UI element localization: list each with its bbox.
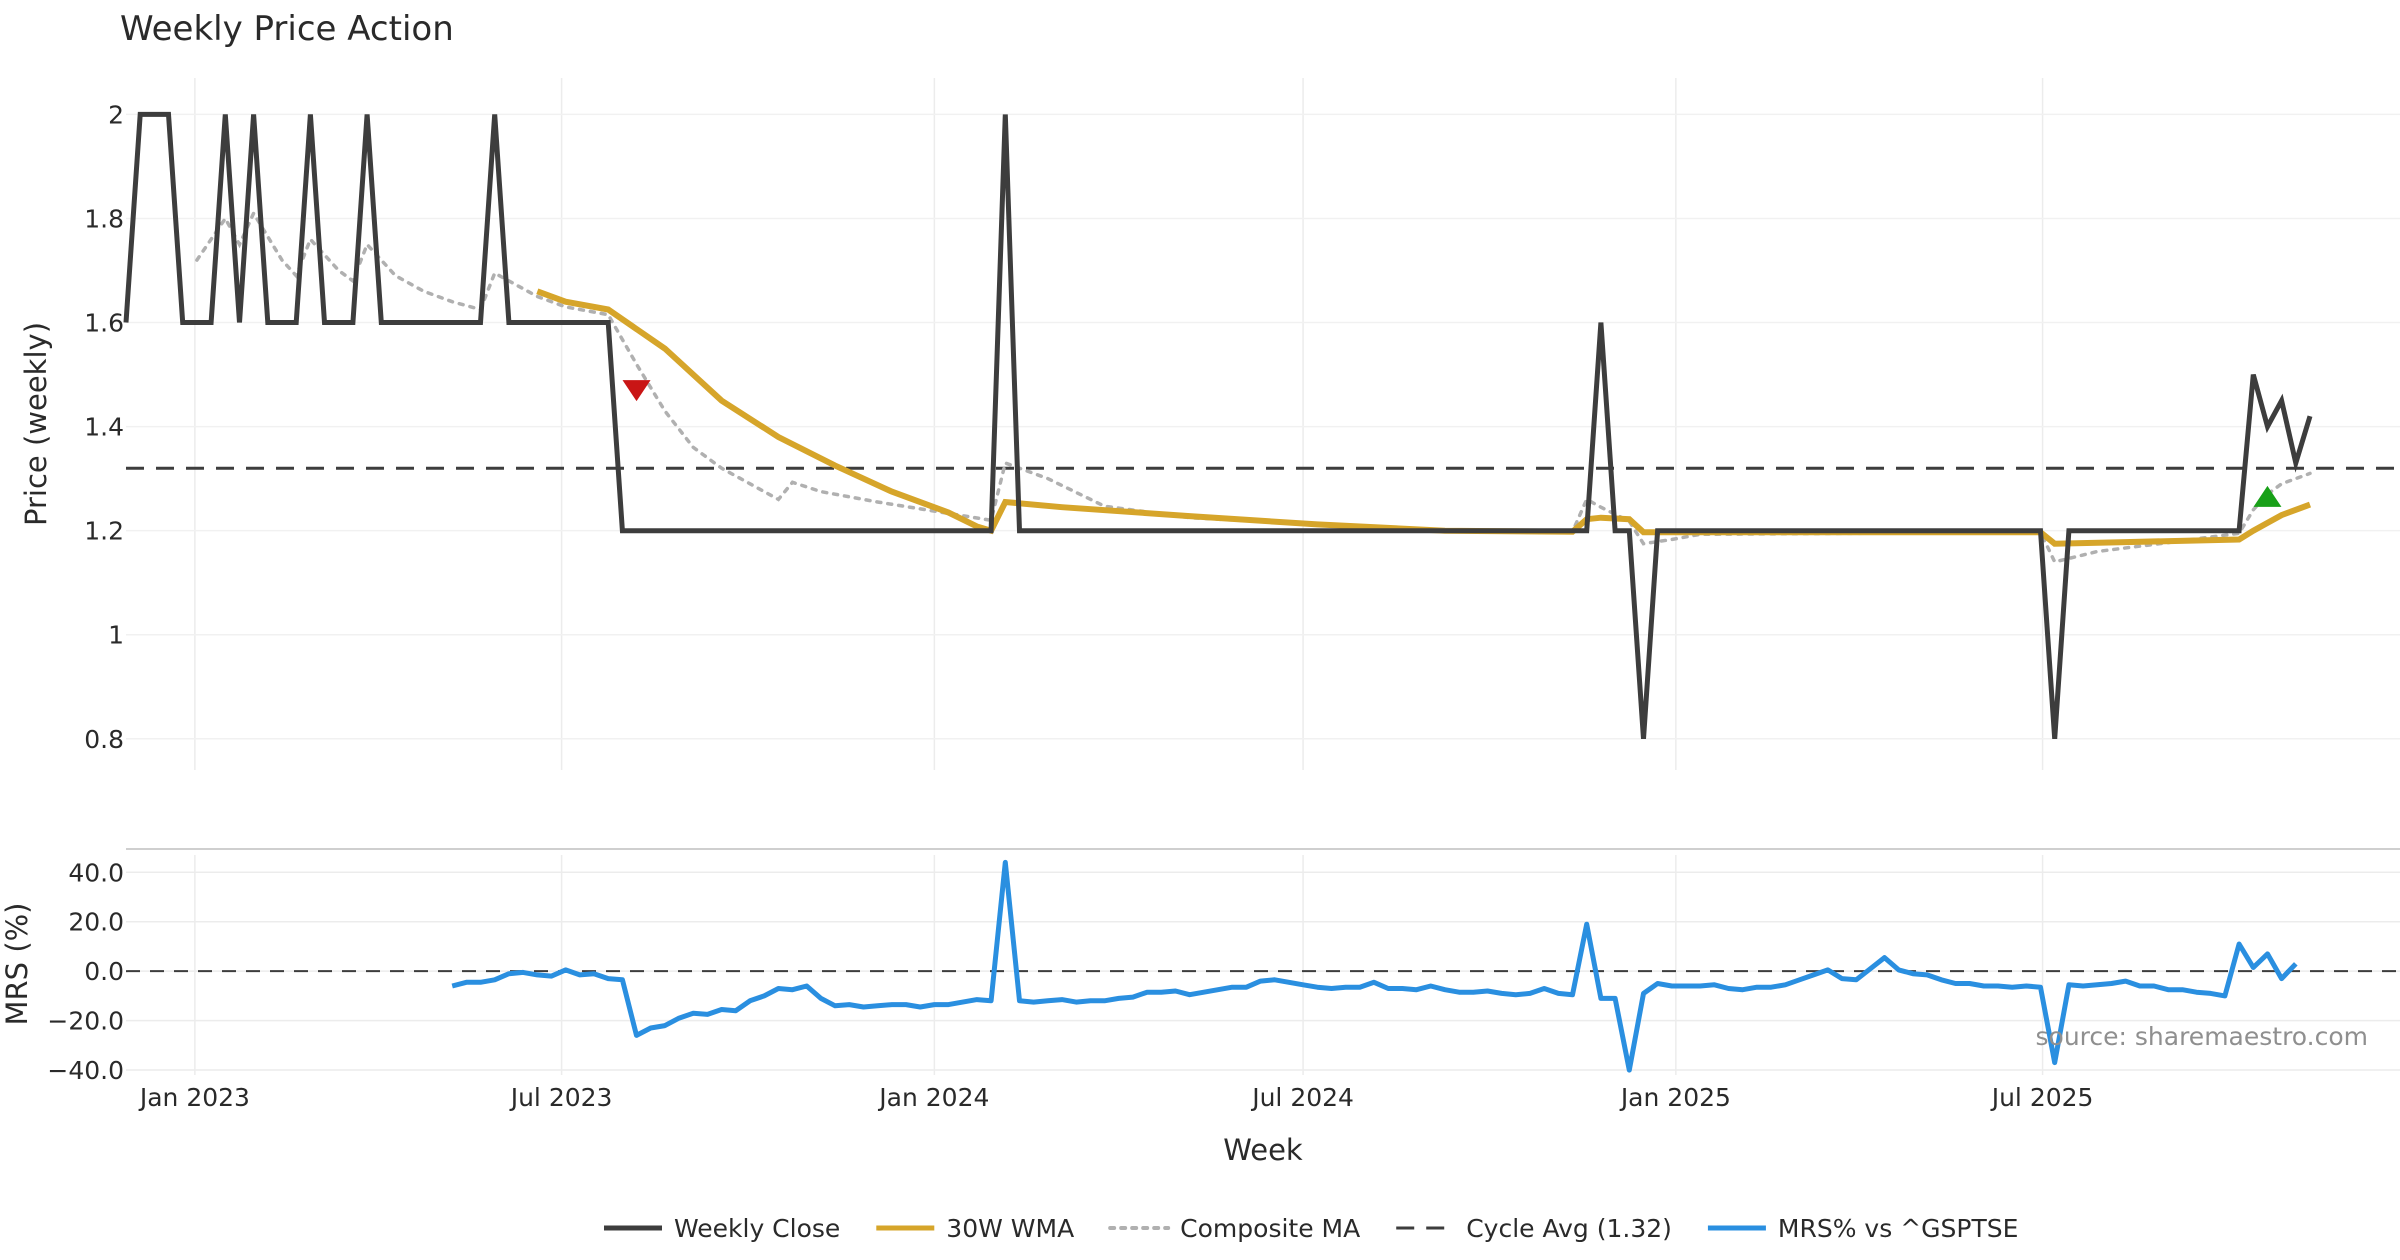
price-gridlines [126, 78, 2400, 770]
price-panel: 2 1.8 1.6 1.4 1.2 1 0.8 Price (weekly) [19, 78, 2400, 770]
price-y-tick-label: 1.8 [84, 204, 124, 233]
buy-signal-marker [2253, 485, 2282, 507]
price-y-tick-labels: 2 1.8 1.6 1.4 1.2 1 0.8 [84, 100, 124, 753]
mrs-panel: 40.0 20.0 0.0 −20.0 −40.0 source: sharemaest… [0, 848, 2400, 1085]
x-tick-label: Jul 2025 [1990, 1083, 2094, 1112]
composite-ma-line [195, 209, 2312, 564]
legend: Weekly Close 30W WMA Composite MA Cycle Avg… [604, 1214, 2018, 1243]
x-tick-label: Jan 2024 [877, 1083, 989, 1112]
price-y-tick-label: 1.2 [84, 517, 124, 546]
source-annotation: source: sharemaestro.com [2036, 1022, 2369, 1051]
price-y-tick-label: 1 [108, 621, 124, 650]
legend-item-label: Cycle Avg (1.32) [1466, 1214, 1672, 1243]
price-y-tick-label: 2 [108, 100, 124, 129]
x-axis-label: Week [1223, 1133, 1303, 1167]
legend-item-label: MRS% vs ^GSPTSE [1778, 1214, 2018, 1243]
legend-item-label: Composite MA [1180, 1214, 1360, 1243]
x-tick-label: Jul 2024 [1250, 1083, 1354, 1112]
chart-title: Weekly Price Action [120, 9, 454, 49]
mrs-y-tick-label: 0.0 [84, 957, 124, 986]
mrs-y-tick-label: 40.0 [68, 858, 124, 887]
mrs-y-tick-label: −20.0 [47, 1007, 124, 1036]
legend-item-label: 30W WMA [946, 1214, 1074, 1243]
x-tick-label: Jan 2023 [138, 1083, 250, 1112]
x-tick-label: Jan 2025 [1619, 1083, 1731, 1112]
legend-item-label: Weekly Close [674, 1214, 840, 1243]
mrs-gridlines [126, 855, 2400, 1075]
mrs-y-axis-label: MRS (%) [0, 903, 34, 1026]
price-y-tick-label: 0.8 [84, 725, 124, 754]
mrs-line [451, 859, 2298, 1073]
weekly-close-line [123, 111, 2313, 739]
x-tick-labels: Jan 2023 Jul 2023 Jan 2024 Jul 2024 Jan 2025… [138, 1083, 2094, 1112]
mrs-y-tick-labels: 40.0 20.0 0.0 −20.0 −40.0 [47, 858, 124, 1085]
sell-signal-marker [622, 380, 651, 402]
mrs-y-tick-label: −40.0 [47, 1056, 124, 1085]
signal-markers [622, 380, 2282, 507]
wma-30w-line [536, 288, 2312, 547]
mrs-y-tick-label: 20.0 [68, 908, 124, 937]
x-tick-label: Jul 2023 [509, 1083, 613, 1112]
price-y-tick-label: 1.4 [84, 413, 124, 442]
price-y-axis-label: Price (weekly) [19, 322, 53, 526]
price-y-tick-label: 1.6 [84, 309, 124, 338]
